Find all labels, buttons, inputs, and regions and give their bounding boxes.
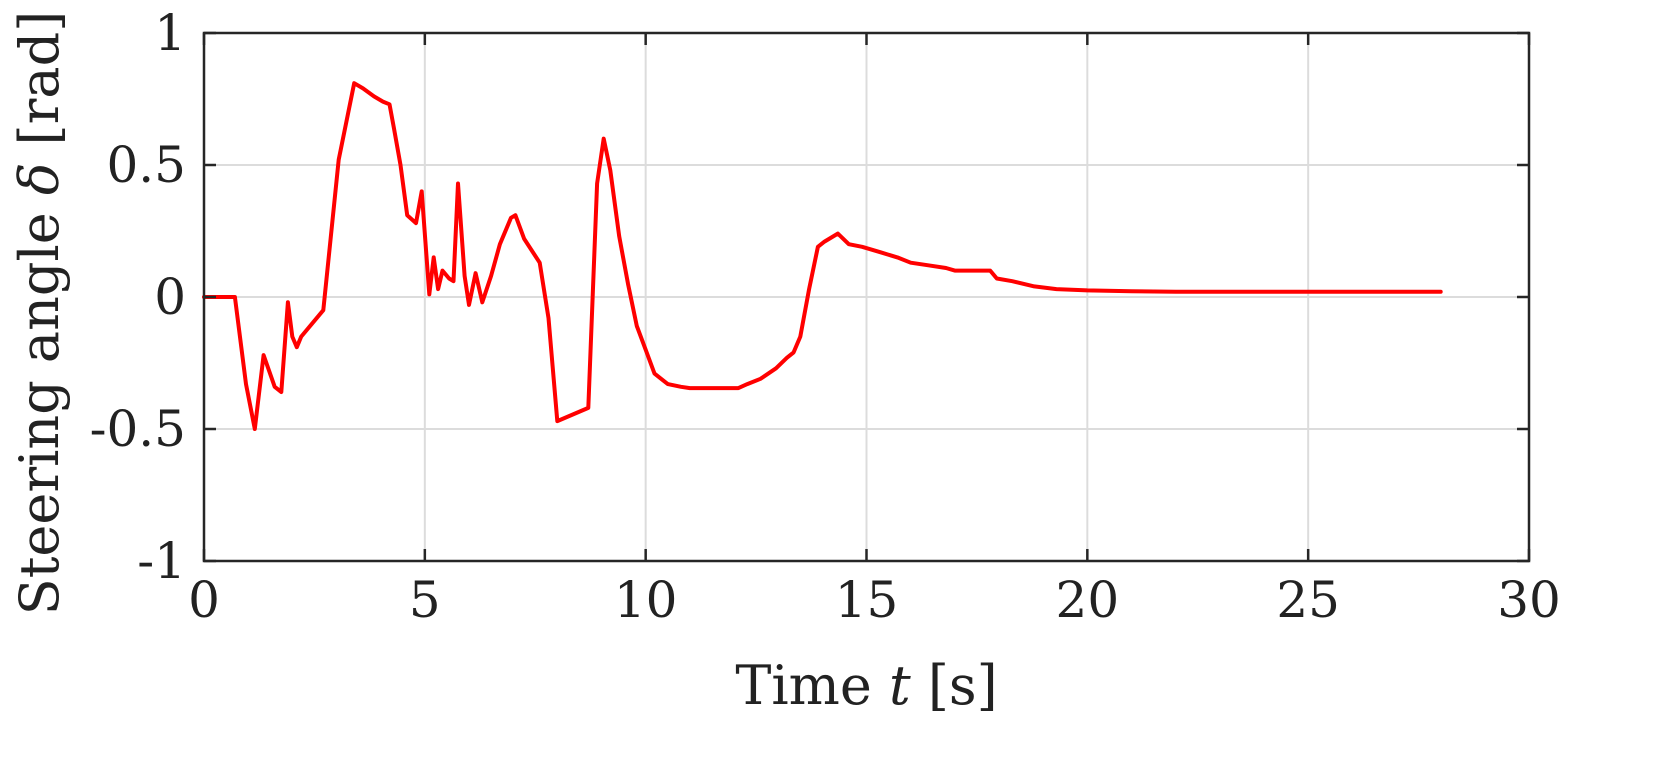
y-tick-label: 1 xyxy=(154,4,186,62)
series-layer xyxy=(202,81,1443,431)
tick-labels: 0 5 10 15 20 25 30 1 0.5 0 -0.5 -1 xyxy=(90,4,1561,629)
series-line xyxy=(202,81,1443,431)
y-axis-label: Steering angle δ [rad] xyxy=(8,11,71,616)
x-axis-label-variable: t xyxy=(889,654,911,717)
x-axis-label-prefix: Time xyxy=(735,654,889,717)
y-tick-label: -1 xyxy=(137,532,186,590)
grid xyxy=(204,33,1529,561)
x-tick-label: 20 xyxy=(1056,571,1120,629)
x-tick-label: 25 xyxy=(1276,571,1340,629)
x-tick-label: 0 xyxy=(188,571,220,629)
y-tick-label: 0 xyxy=(154,268,186,326)
x-tick-label: 10 xyxy=(614,571,678,629)
ticks xyxy=(202,31,1531,563)
y-tick-label: 0.5 xyxy=(106,136,186,194)
x-axis-label-suffix: [s] xyxy=(911,654,998,717)
y-axis-label-variable: δ xyxy=(8,163,71,196)
y-axis-label-prefix: Steering angle xyxy=(8,195,71,615)
x-axis-label: Time t [s] xyxy=(735,654,997,717)
x-tick-label: 15 xyxy=(835,571,899,629)
y-tick-label: -0.5 xyxy=(90,400,186,458)
x-tick-label: 5 xyxy=(409,571,441,629)
y-axis-label-suffix: [rad] xyxy=(8,11,71,163)
x-tick-label: 30 xyxy=(1497,571,1561,629)
